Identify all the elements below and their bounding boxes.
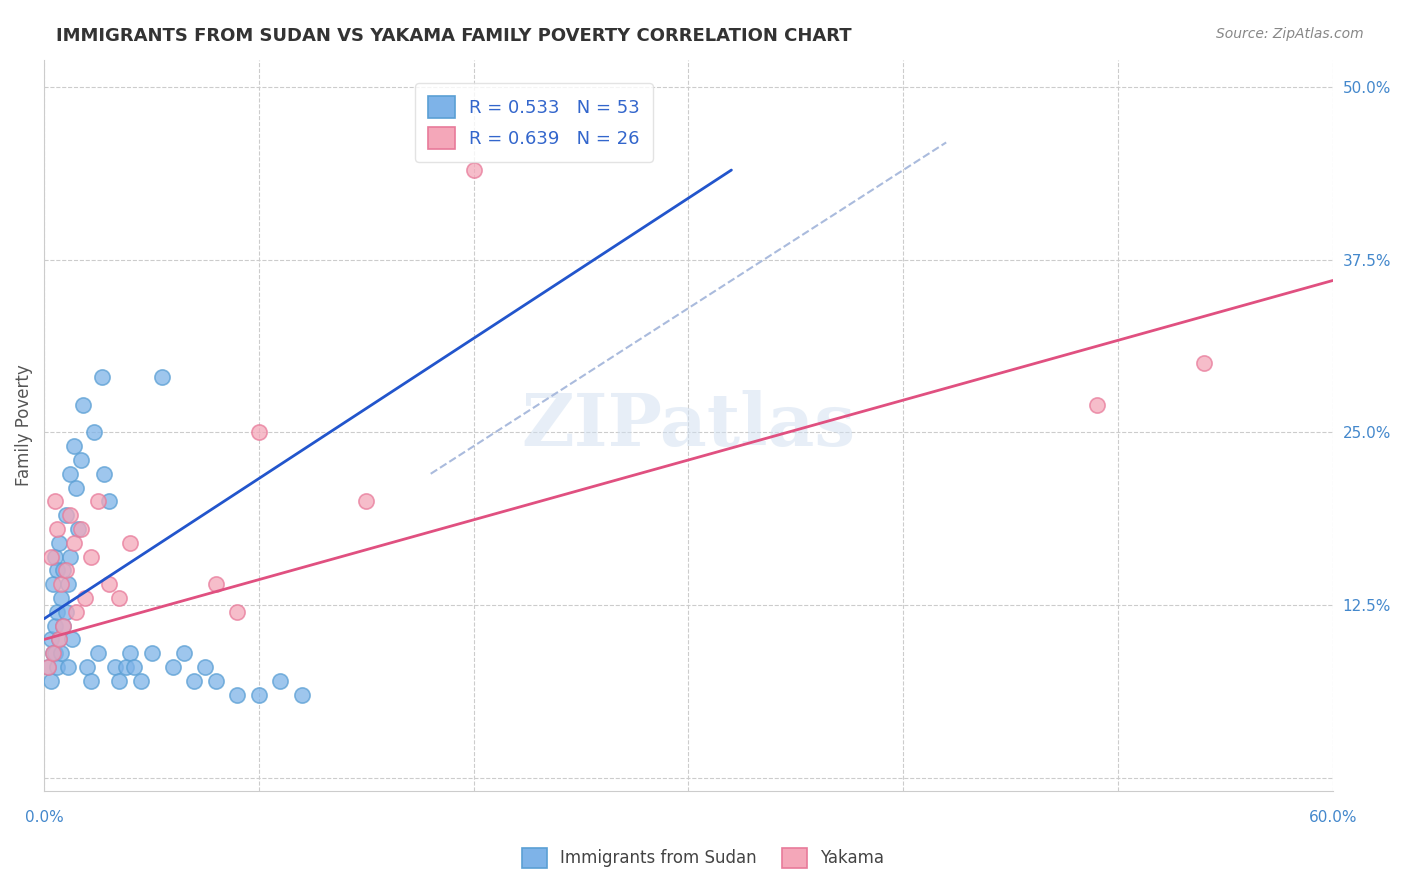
Point	[39, 673, 62, 688]
Point	[63, 439, 86, 453]
Point	[80, 549, 103, 564]
Point	[51, 646, 73, 660]
Text: IMMIGRANTS FROM SUDAN VS YAKAMA FAMILY POVERTY CORRELATION CHART: IMMIGRANTS FROM SUDAN VS YAKAMA FAMILY P…	[56, 27, 852, 45]
Point	[46, 522, 69, 536]
Point	[269, 673, 291, 688]
Point	[44, 646, 66, 660]
Point	[55, 563, 77, 577]
Point	[44, 549, 66, 564]
Point	[60, 632, 83, 647]
Point	[51, 591, 73, 605]
Point	[97, 577, 120, 591]
Point	[46, 660, 69, 674]
Point	[183, 673, 205, 688]
Point	[118, 536, 141, 550]
Point	[247, 425, 270, 440]
Point	[52, 618, 75, 632]
Point	[44, 494, 66, 508]
Point	[37, 660, 59, 674]
Point	[80, 673, 103, 688]
Point	[69, 522, 91, 536]
Point	[59, 549, 82, 564]
Point	[55, 508, 77, 523]
Text: Source: ZipAtlas.com: Source: ZipAtlas.com	[1216, 27, 1364, 41]
Point	[59, 467, 82, 481]
Point	[52, 618, 75, 632]
Point	[129, 673, 152, 688]
Point	[63, 536, 86, 550]
Point	[59, 508, 82, 523]
Point	[141, 646, 163, 660]
Point	[56, 577, 79, 591]
Point	[463, 163, 485, 178]
Point	[69, 453, 91, 467]
Point	[1192, 356, 1215, 370]
Point	[1085, 398, 1108, 412]
Point	[87, 646, 110, 660]
Point	[124, 660, 146, 674]
Point	[56, 660, 79, 674]
Legend: R = 0.533   N = 53, R = 0.639   N = 26: R = 0.533 N = 53, R = 0.639 N = 26	[415, 83, 652, 161]
Point	[205, 673, 228, 688]
Point	[173, 646, 195, 660]
Point	[37, 660, 59, 674]
Point	[65, 605, 87, 619]
Point	[41, 646, 63, 660]
Point	[41, 577, 63, 591]
Text: 60.0%: 60.0%	[1309, 810, 1357, 824]
Point	[76, 660, 98, 674]
Point	[226, 688, 249, 702]
Point	[39, 549, 62, 564]
Point	[118, 646, 141, 660]
Point	[39, 632, 62, 647]
Text: ZIPatlas: ZIPatlas	[522, 390, 855, 461]
Point	[87, 494, 110, 508]
Point	[162, 660, 184, 674]
Point	[51, 577, 73, 591]
Legend: Immigrants from Sudan, Yakama: Immigrants from Sudan, Yakama	[515, 841, 891, 875]
Point	[108, 591, 131, 605]
Point	[97, 494, 120, 508]
Point	[72, 398, 94, 412]
Point	[55, 605, 77, 619]
Point	[52, 563, 75, 577]
Point	[67, 522, 90, 536]
Y-axis label: Family Poverty: Family Poverty	[15, 365, 32, 486]
Point	[48, 632, 70, 647]
Point	[226, 605, 249, 619]
Point	[205, 577, 228, 591]
Point	[114, 660, 136, 674]
Point	[93, 467, 115, 481]
Point	[247, 688, 270, 702]
Point	[104, 660, 127, 674]
Point	[44, 618, 66, 632]
Point	[150, 370, 173, 384]
Point	[46, 563, 69, 577]
Point	[73, 591, 96, 605]
Point	[356, 494, 378, 508]
Point	[194, 660, 217, 674]
Point	[91, 370, 114, 384]
Point	[48, 632, 70, 647]
Text: 0.0%: 0.0%	[25, 810, 63, 824]
Point	[291, 688, 314, 702]
Point	[108, 673, 131, 688]
Point	[83, 425, 105, 440]
Point	[65, 481, 87, 495]
Point	[41, 646, 63, 660]
Point	[48, 536, 70, 550]
Point	[46, 605, 69, 619]
